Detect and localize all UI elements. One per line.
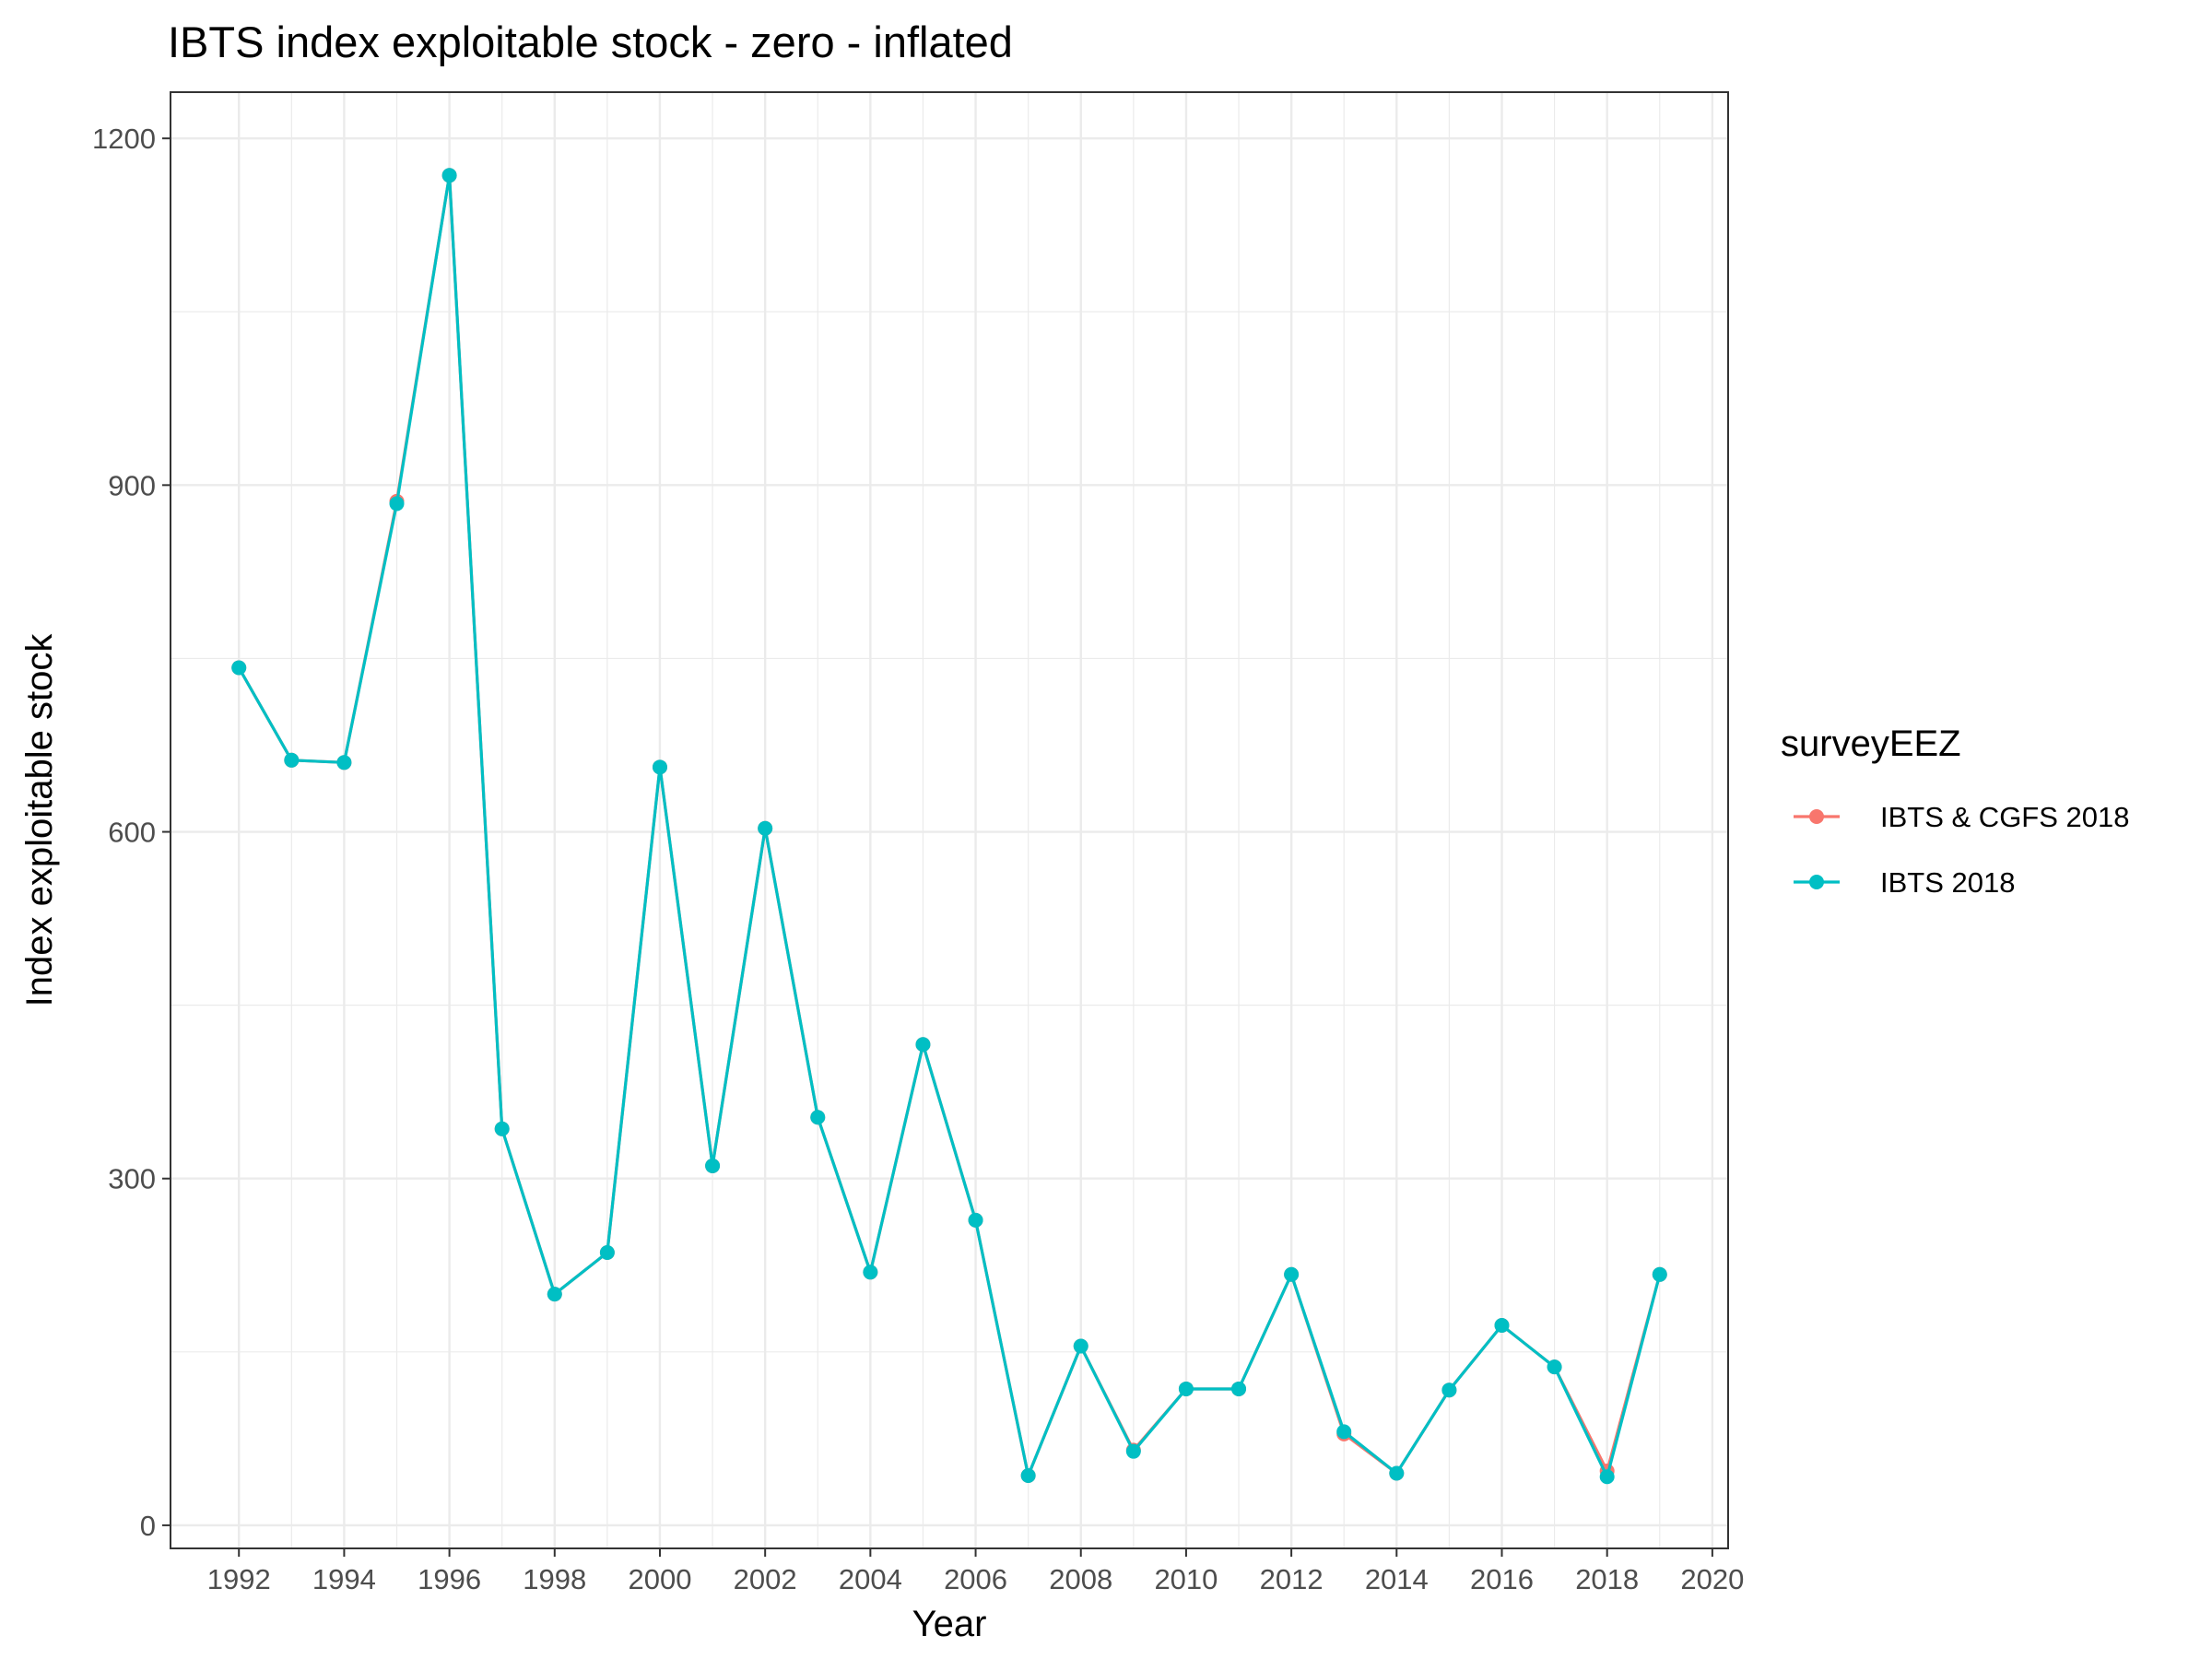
legend-item: IBTS 2018 [1794,866,2015,899]
data-point [810,1110,826,1125]
data-point [1336,1424,1352,1440]
y-tick-label: 1200 [92,123,156,155]
data-point [547,1287,562,1302]
legend-label: IBTS 2018 [1880,866,2015,899]
data-point [231,660,247,676]
x-tick-label: 2012 [1260,1563,1324,1595]
x-tick-label: 2002 [734,1563,797,1595]
y-tick-label: 0 [140,1510,156,1542]
x-tick-label: 2010 [1154,1563,1218,1595]
data-point [389,496,405,512]
legend-item: IBTS & CGFS 2018 [1794,801,2130,833]
data-point [705,1158,721,1173]
data-point [284,752,300,768]
y-axis: 0 300 600 900 1200 [92,123,171,1542]
data-point [1547,1359,1562,1375]
data-point [441,168,457,183]
x-axis-title: Year [912,1604,987,1644]
data-point [1073,1338,1088,1354]
x-tick-label: 1992 [207,1563,271,1595]
data-point [1494,1317,1510,1333]
data-point [494,1121,510,1136]
data-point [915,1037,931,1053]
legend-label: IBTS & CGFS 2018 [1880,801,2130,833]
x-tick-label: 2018 [1575,1563,1639,1595]
plot-panel-border [170,91,1729,1549]
minor-gridlines [171,92,1728,1548]
y-tick-label: 300 [108,1163,156,1195]
data-point [758,820,773,836]
data-point [1441,1382,1457,1398]
x-tick-label: 1994 [312,1563,376,1595]
legend-title: surveyEEZ [1781,724,1961,764]
data-point [652,759,667,775]
major-gridlines [171,92,1728,1548]
x-tick-label: 1996 [418,1563,481,1595]
chart-title: IBTS index exploitable stock - zero - in… [168,18,1013,66]
x-tick-label: 2014 [1365,1563,1429,1595]
y-axis-title: Index exploitable stock [19,633,60,1007]
y-tick-label: 900 [108,469,156,501]
legend-items: IBTS & CGFS 2018 IBTS 2018 [1794,801,2130,899]
legend: surveyEEZ IBTS & CGFS 2018 IBTS 2018 [1781,724,2130,899]
series-2 [231,168,1667,1485]
x-tick-label: 1998 [523,1563,586,1595]
legend-key-point [1809,809,1824,824]
x-tick-label: 2008 [1049,1563,1112,1595]
x-tick-label: 2016 [1470,1563,1534,1595]
x-axis: 1992 1994 1996 1998 2000 2002 2004 2006 2008 2010… [207,1548,1744,1595]
data-point [599,1244,615,1260]
data-point [1231,1381,1247,1396]
series-layer [231,168,1667,1485]
data-point [1599,1469,1615,1485]
data-point [1284,1266,1300,1282]
x-tick-label: 2006 [944,1563,1007,1595]
data-point [1652,1266,1667,1282]
data-point [1020,1468,1036,1483]
series-line [237,173,1662,1478]
y-tick-label: 600 [108,817,156,849]
x-tick-label: 2020 [1680,1563,1744,1595]
legend-key-point [1809,875,1824,889]
data-point [968,1212,983,1228]
plot-panel-background [171,92,1728,1548]
x-tick-label: 2000 [628,1563,691,1595]
data-point [1178,1381,1194,1396]
x-tick-label: 2004 [839,1563,902,1595]
data-point [863,1265,878,1280]
data-point [1125,1443,1141,1459]
data-point [336,755,352,771]
data-point [1389,1465,1405,1481]
